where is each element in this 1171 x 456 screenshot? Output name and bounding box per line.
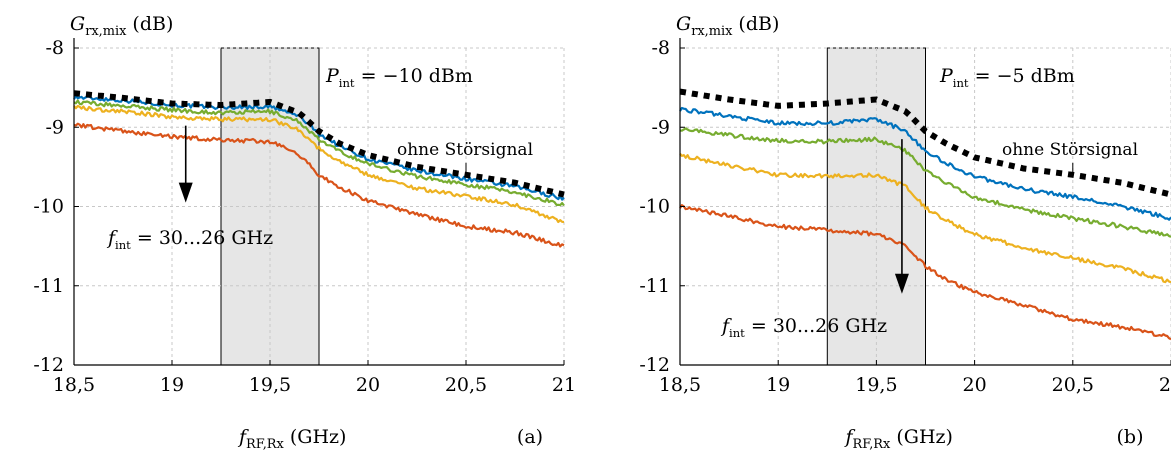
trend-arrow-head (894, 273, 909, 294)
power-annotation-sub: int (339, 76, 355, 90)
y-tick-label: -9 (45, 116, 64, 138)
interferer-frequency-label-value: = 30...26 GHz (745, 315, 887, 337)
power-annotation: Pint = −10 dBm (325, 65, 473, 90)
x-axis-label-main: f (237, 426, 249, 448)
x-tick-label: 20,5 (445, 374, 487, 396)
power-annotation-value: = −5 dBm (969, 65, 1075, 87)
x-axis-label-main: f (844, 426, 856, 448)
y-axis-label: Grx,mix (dB) (676, 13, 779, 39)
series-line-3 (73, 104, 565, 224)
y-tick-label: -8 (45, 37, 64, 59)
x-tick-label: 18,5 (659, 374, 701, 396)
x-tick-label: 20,5 (1052, 374, 1094, 396)
x-axis-label-value: (GHz) (284, 426, 347, 448)
x-axis-label-sub: RF,Rx (853, 437, 891, 452)
power-annotation-main: P (939, 65, 954, 87)
y-tick-label: -11 (33, 275, 64, 297)
x-tick-label: 20 (963, 374, 987, 396)
x-tick-label: 20 (356, 374, 380, 396)
x-tick-label: 19 (160, 374, 184, 396)
interferer-frequency-label-sub: int (115, 238, 131, 252)
y-tick-label: -11 (639, 275, 670, 297)
reference-line (73, 90, 565, 198)
interferer-frequency-label-sub: int (729, 326, 745, 340)
chart-panel-b: 18,5 19 19,5 20 20,5 21 -12 -11 -10 -9 -8 Grx,mix (… (639, 13, 1171, 452)
y-tick-label: -8 (651, 37, 670, 59)
series-line-4 (679, 204, 1171, 341)
series-line-1 (679, 106, 1171, 221)
x-axis-label: fRF,Rx (GHz) (237, 426, 346, 452)
x-axis-label: fRF,Rx (GHz) (844, 426, 953, 452)
y-axis-label-value: (dB) (732, 13, 779, 35)
x-tick-label: 21 (1159, 374, 1171, 396)
power-annotation-main: P (325, 65, 340, 87)
y-axis-label-main: G (70, 13, 85, 35)
y-axis-label: Grx,mix (dB) (70, 13, 173, 39)
interferer-frequency-label-main: f (720, 315, 732, 337)
y-axis-label-sub: rx,mix (691, 24, 733, 39)
power-annotation: Pint = −5 dBm (939, 65, 1075, 90)
interferer-frequency-label: fint = 30...26 GHz (720, 315, 887, 340)
y-axis-label-sub: rx,mix (85, 24, 127, 39)
power-annotation-value: = −10 dBm (355, 65, 473, 87)
x-axis-label-sub: RF,Rx (246, 437, 284, 452)
x-tick-label: 19,5 (855, 374, 897, 396)
y-tick-label: -9 (651, 116, 670, 138)
x-tick-label: 21 (552, 374, 576, 396)
reference-label: ohne Störsignal (1002, 140, 1138, 160)
y-tick-label: -10 (639, 196, 670, 218)
y-axis-label-main: G (676, 13, 691, 35)
interferer-frequency-label: fint = 30...26 GHz (106, 227, 273, 252)
series-line-3 (679, 153, 1171, 284)
y-axis-label-value: (dB) (126, 13, 173, 35)
series-line-1 (73, 95, 565, 201)
interferer-frequency-label-value: = 30...26 GHz (131, 227, 273, 249)
series-line-2 (73, 99, 565, 207)
x-axis-label-value: (GHz) (890, 426, 953, 448)
x-tick-label: 19 (766, 374, 790, 396)
power-annotation-sub: int (953, 76, 969, 90)
y-tick-label: -12 (33, 354, 64, 376)
y-tick-label: -12 (639, 354, 670, 376)
trend-arrow-head (178, 182, 193, 203)
panel-label: (b) (1117, 426, 1144, 448)
series-line-4 (73, 122, 565, 248)
x-tick-label: 18,5 (53, 374, 95, 396)
x-tick-label: 19,5 (249, 374, 291, 396)
chart-panel-a: 18,5 19 19,5 20 20,5 21 -12 -11 -10 -9 -8 Grx,mix (… (33, 13, 576, 452)
series-line-2 (679, 127, 1171, 238)
panel-label: (a) (517, 426, 543, 448)
y-tick-label: -10 (33, 196, 64, 218)
reference-line (679, 88, 1171, 198)
interferer-frequency-label-main: f (106, 227, 118, 249)
reference-label: ohne Störsignal (397, 140, 533, 160)
